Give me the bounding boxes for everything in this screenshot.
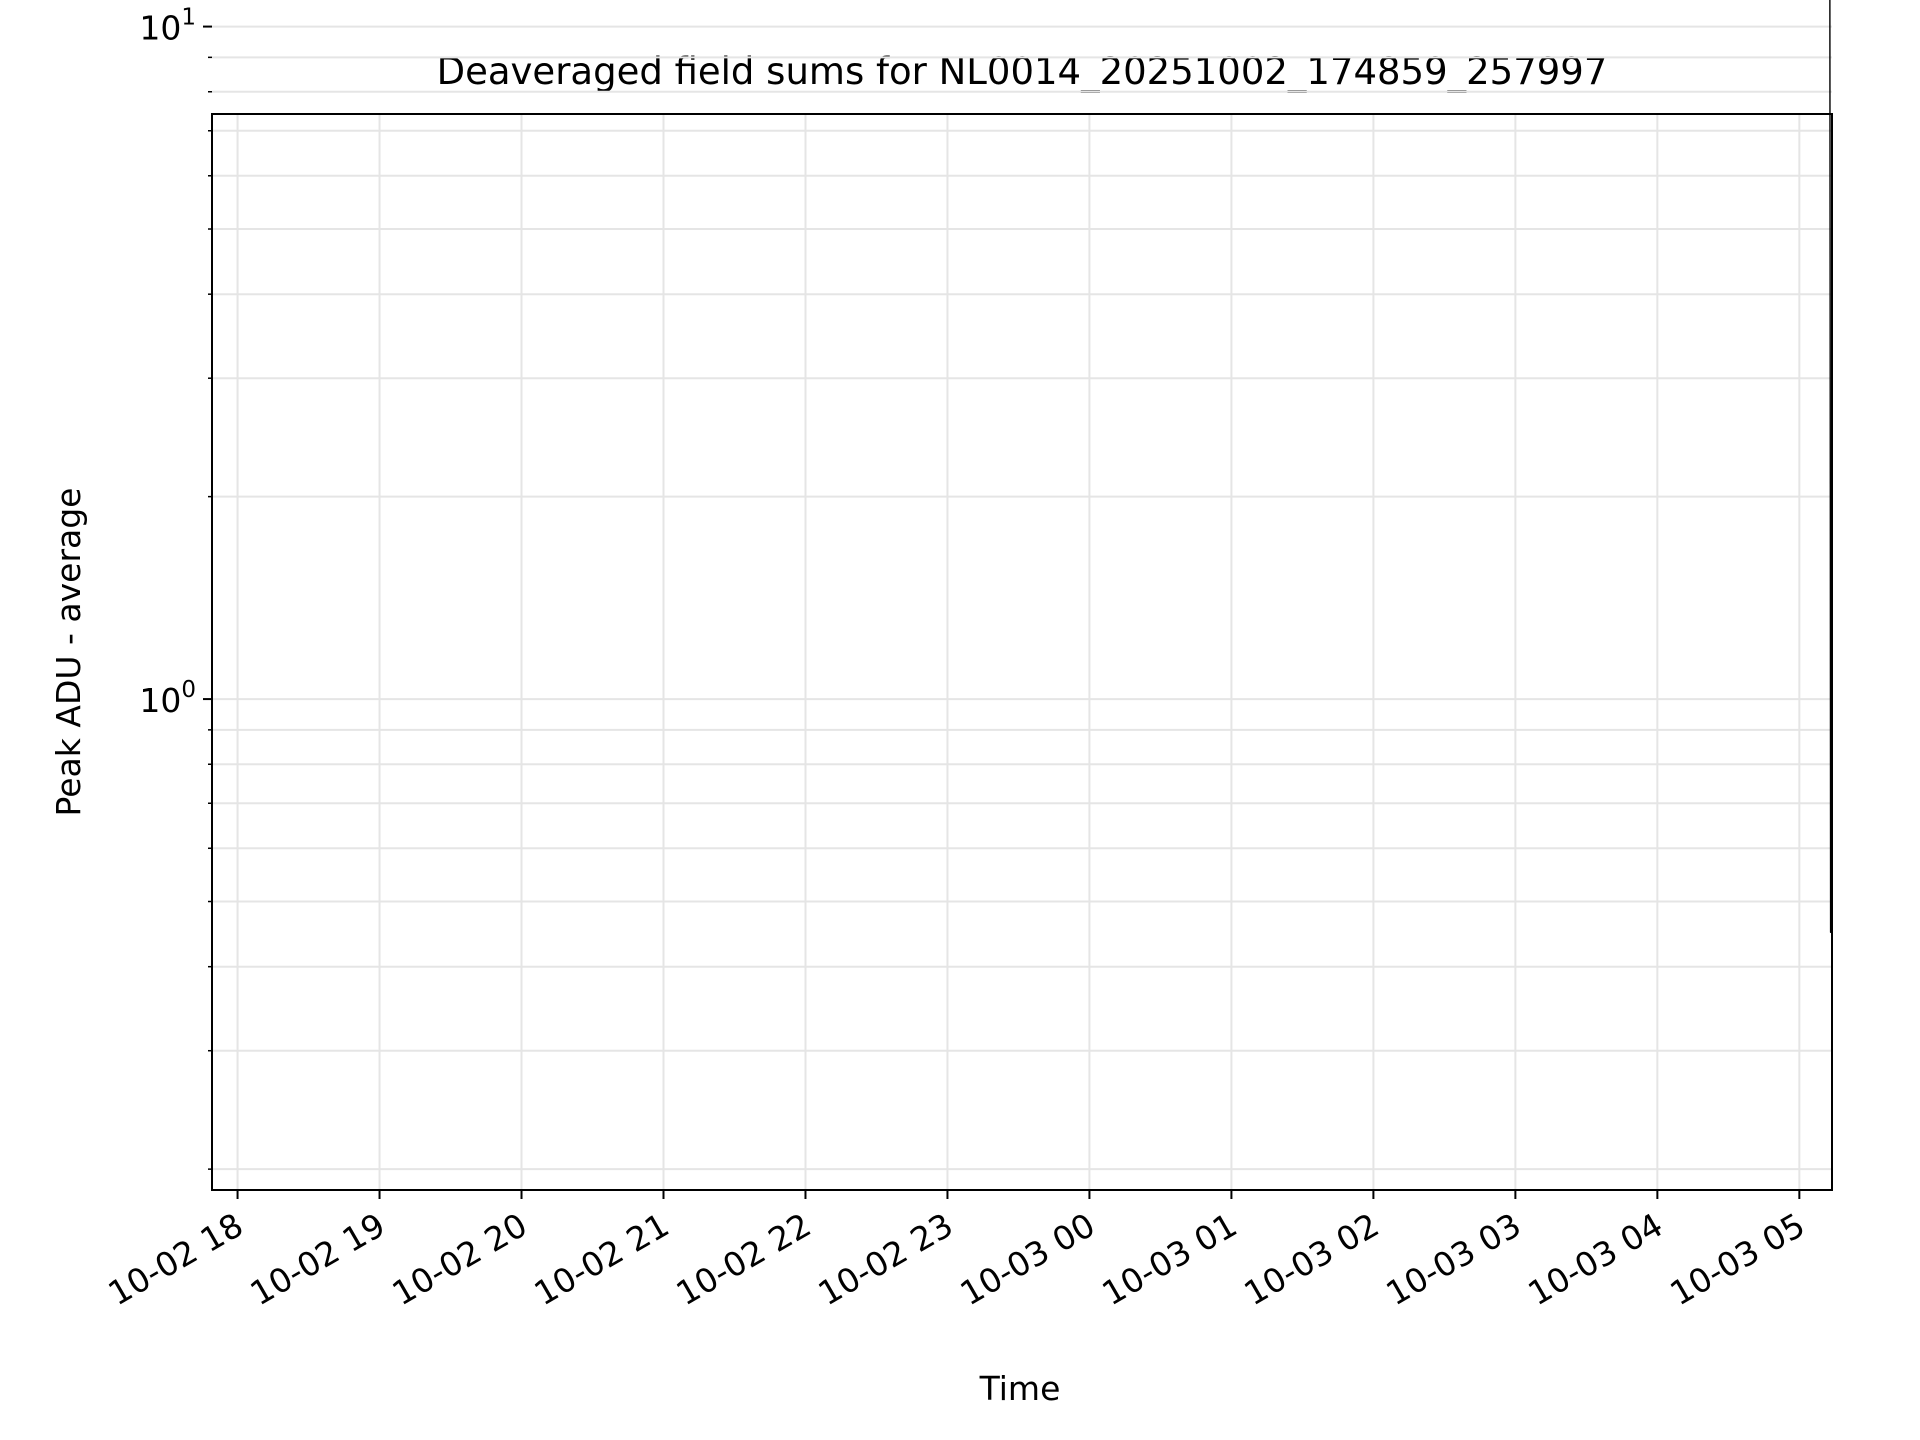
y-tick-label: 101	[139, 5, 196, 48]
y-tick-exponent: 0	[181, 677, 196, 703]
y-tick-label: 100	[139, 677, 196, 720]
y-axis-label: Peak ADU - average	[49, 488, 88, 817]
plot-frame	[211, 113, 1833, 1191]
y-tick-base: 10	[139, 681, 181, 720]
y-axis: 100101102103104105106	[139, 5, 212, 1170]
grid	[212, 25, 1832, 1190]
y-tick-base: 10	[139, 9, 181, 48]
x-axis-label: Time	[979, 1369, 1061, 1408]
y-tick-exponent: 1	[181, 5, 196, 31]
